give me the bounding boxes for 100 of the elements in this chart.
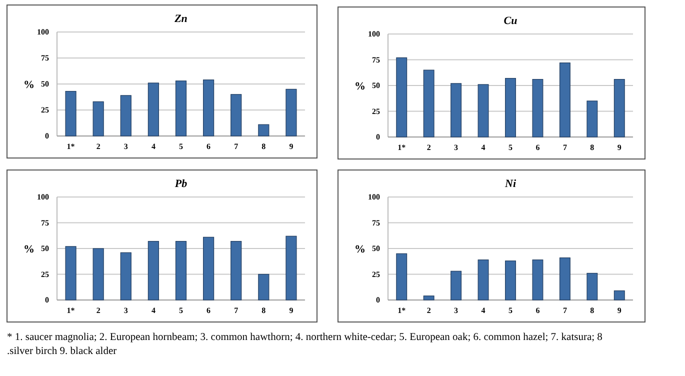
bar	[614, 290, 625, 300]
x-tick-label: 2	[426, 143, 431, 152]
y-tick-label: 0	[45, 296, 49, 305]
bar	[286, 236, 297, 300]
x-tick-label: 7	[234, 142, 238, 151]
bar	[396, 57, 408, 138]
y-tick-label: 50	[41, 244, 49, 254]
x-tick-label: 8	[590, 143, 594, 152]
bar	[258, 274, 270, 300]
bar	[148, 240, 159, 300]
bar	[120, 95, 132, 136]
chart-title: Cu	[504, 15, 518, 27]
text: * 1. saucer magnolia; 2. European hornbeam; 3. common hawthorn; 4. northern white-cedar; 5. European oak; 6. common hazel; 7. katsura; 8 .silver birch 9. black alder	[7, 332, 602, 357]
bar	[423, 70, 434, 138]
x-tick-label: 5	[179, 306, 183, 315]
bar	[203, 80, 214, 136]
y-axis-title: %	[24, 79, 34, 91]
bar	[65, 246, 76, 300]
y-tick-label: 50	[372, 244, 380, 254]
x-tick-label: 1*	[66, 306, 75, 315]
y-tick-label: 25	[41, 106, 49, 115]
x-tick-label: 9	[289, 306, 294, 315]
bar	[175, 240, 187, 300]
x-tick-label: 4	[481, 306, 486, 315]
y-tick-label: 25	[41, 270, 49, 279]
bar	[120, 252, 132, 300]
y-tick-label: 0	[376, 132, 380, 142]
bar	[203, 236, 214, 300]
x-tick-label: 1*	[398, 143, 406, 152]
y-axis-title: %	[354, 80, 366, 92]
x-tick-label: 6	[206, 306, 211, 315]
y-axis-title: %	[24, 244, 34, 256]
x-tick-label: 5	[508, 306, 512, 315]
bar	[586, 272, 598, 300]
x-tick-label: 5	[508, 143, 512, 152]
x-tick-label: 2	[96, 142, 100, 151]
x-tick-label: 7	[562, 306, 567, 315]
bar	[230, 94, 242, 136]
y-tick-label: 75	[41, 54, 49, 63]
bar	[478, 84, 489, 138]
bar	[559, 257, 570, 300]
chart-title: Pb	[174, 178, 188, 190]
x-tick-label: 9	[617, 306, 622, 315]
x-tick-label: 8	[262, 306, 266, 315]
x-tick-label: 6	[206, 142, 211, 151]
x-tick-label: 3	[454, 306, 458, 315]
bar	[65, 90, 76, 136]
y-tick-label: 75	[41, 218, 49, 228]
y-tick-label: 25	[372, 270, 380, 279]
y-tick-label: 50	[372, 81, 380, 90]
x-tick-label: 7	[234, 306, 238, 315]
bar	[423, 296, 434, 300]
x-tick-label: 4	[481, 143, 486, 152]
x-tick-label: 3	[124, 306, 128, 315]
bar	[286, 88, 297, 136]
y-tick-label: 75	[372, 218, 380, 228]
bar	[258, 124, 270, 136]
x-tick-label: 4	[151, 306, 156, 315]
bar	[505, 260, 516, 300]
bar	[396, 253, 408, 300]
x-tick-label: 1*	[398, 306, 406, 315]
x-tick-label: 3	[454, 143, 458, 152]
y-tick-label: 0	[45, 132, 49, 141]
y-tick-label: 100	[37, 192, 49, 202]
x-tick-label: 6	[536, 306, 540, 315]
bar	[92, 248, 104, 300]
bar	[148, 82, 159, 136]
x-tick-label: 9	[617, 143, 622, 152]
bar	[175, 80, 187, 136]
y-tick-label: 100	[37, 28, 49, 37]
x-tick-label: 1*	[66, 142, 75, 151]
x-tick-label: 6	[536, 143, 540, 152]
bar	[532, 260, 544, 300]
bar	[559, 62, 570, 138]
y-tick-label: 100	[368, 192, 380, 202]
y-axis-title: %	[354, 244, 366, 256]
bar	[586, 100, 598, 138]
y-tick-label: 50	[41, 80, 49, 89]
x-tick-label: 7	[562, 143, 567, 152]
chart-title: Zn	[174, 13, 188, 25]
x-tick-label: 2	[96, 306, 100, 315]
x-tick-label: 3	[124, 142, 128, 151]
x-tick-label: 2	[426, 306, 431, 315]
bar	[532, 79, 544, 138]
y-tick-label: 0	[376, 296, 380, 305]
y-tick-label: 100	[368, 30, 380, 39]
bar	[505, 78, 516, 138]
y-tick-label: 25	[372, 106, 380, 116]
bar	[614, 79, 625, 138]
x-tick-label: 9	[289, 142, 294, 151]
bar	[450, 83, 462, 138]
x-tick-label: 4	[151, 142, 156, 151]
bar	[92, 101, 104, 136]
chart-title: Ni	[504, 178, 517, 190]
x-tick-label: 8	[262, 142, 266, 151]
bar	[230, 240, 242, 300]
bar	[478, 260, 489, 300]
bar	[450, 270, 462, 300]
y-tick-label: 75	[372, 55, 380, 64]
x-tick-label: 5	[179, 142, 183, 151]
